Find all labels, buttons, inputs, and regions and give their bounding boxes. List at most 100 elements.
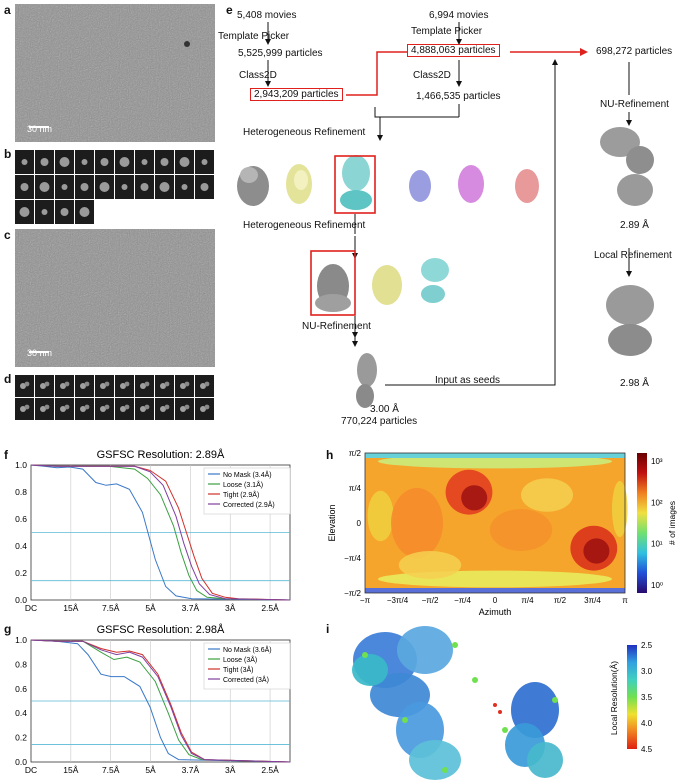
- locres-density: [527, 742, 563, 778]
- locres-speck: [498, 710, 502, 714]
- heatmap-blob: [521, 478, 573, 512]
- locres-colorbar-tick: 3.5: [641, 693, 653, 702]
- fsc-ytick-label: 1.0: [15, 460, 27, 470]
- fsc-legend-label: Loose (3.1Å): [223, 480, 263, 489]
- class-average-particle: [140, 406, 146, 412]
- fsc-xtick-label: 3Å: [225, 603, 236, 613]
- micrograph-noise-a: [15, 4, 215, 142]
- micrograph-c: [15, 229, 215, 367]
- fsc-series-line: [30, 464, 291, 601]
- fsc-ytick-label: 1.0: [15, 635, 27, 645]
- locres-density: [397, 626, 453, 674]
- fsc-ytick-label: 0.4: [15, 541, 27, 551]
- fsc-ytick-label: 0.8: [15, 659, 27, 669]
- heatmap-ytick-label: 0: [357, 519, 362, 528]
- class-average-particle: [164, 381, 170, 387]
- right-particles: 4,888,063 particles: [407, 44, 500, 57]
- class-average-particle: [60, 208, 69, 216]
- heatmap-ytick-label: −π/2: [344, 589, 361, 598]
- fsc-legend-label: No Mask (3.6Å): [223, 645, 272, 654]
- class-average-particle: [60, 383, 66, 389]
- class-average-particle: [24, 381, 30, 387]
- class-average-particle: [80, 183, 89, 191]
- heatmap-bottom-band: [365, 588, 625, 593]
- class-average-particle: [79, 207, 90, 217]
- locres-density: [409, 740, 461, 780]
- hetero2-selected-box: [310, 250, 356, 316]
- class-average-particle: [144, 381, 150, 387]
- class-average-particle: [44, 404, 50, 410]
- fsc-xtick-label: 3Å: [225, 765, 236, 775]
- class-average-particle: [59, 157, 70, 167]
- class-average-particle: [64, 381, 70, 387]
- right-template-picker: Template Picker: [411, 26, 483, 37]
- class-average-particle: [119, 157, 130, 167]
- class-average-particle: [204, 404, 210, 410]
- class-average-particle: [200, 183, 209, 191]
- fsc-plot-g: GSFSC Resolution: 2.98Å DC 15Å 7.5Å 5Å 3.7Å 3Å…: [15, 623, 291, 775]
- locres-colorbar-tick: 3.0: [641, 667, 653, 676]
- class-average-particle: [99, 182, 110, 192]
- nu-refinement-left: NU-Refinement: [302, 321, 371, 332]
- resolution-right-1: 2.89 Å: [620, 220, 649, 231]
- heatmap-xtick-label: −π/2: [422, 596, 439, 605]
- locres-speck: [493, 703, 497, 707]
- class-average-particle: [40, 158, 49, 166]
- micrograph-a: [15, 4, 215, 142]
- locres-colorbar-tick: 4.5: [641, 745, 653, 754]
- class-average-particle: [181, 184, 188, 190]
- class-average-particle: [120, 406, 126, 412]
- red-connector: [346, 51, 408, 96]
- hetero-refinement-1: Heterogeneous Refinement: [243, 127, 366, 138]
- class-average-particle: [104, 381, 110, 387]
- class-average-particle: [60, 406, 66, 412]
- left-selected-particles: 2,943,209 particles: [250, 88, 343, 101]
- nu-left-map: [356, 353, 377, 408]
- locres-speck: [402, 717, 408, 723]
- class-average-particle: [81, 159, 88, 165]
- heatmap-ytick-label: π/4: [349, 484, 362, 493]
- class-average-particle: [159, 182, 170, 192]
- panel-label-i: i: [326, 622, 330, 636]
- fsc-xtick-label: 15Å: [63, 765, 78, 775]
- fsc-ytick-label: 0.4: [15, 708, 27, 718]
- panel-label-a: a: [4, 3, 11, 17]
- merged-particles: 698,272 particles: [596, 46, 673, 57]
- hetero-refinement-2: Heterogeneous Refinement: [243, 220, 366, 231]
- heatmap-blob: [391, 488, 443, 558]
- class2d-grid-b: [15, 150, 214, 224]
- fsc-series-line: [30, 464, 291, 601]
- nu-refinement-right: NU-Refinement: [600, 99, 669, 110]
- local-refinement: Local Refinement: [594, 250, 672, 261]
- heatmap-frame: [364, 452, 626, 594]
- particles-left: 770,224 particles: [341, 416, 418, 427]
- colorbar-tick-label: 10¹: [651, 540, 663, 549]
- fsc-legend-label: No Mask (3.4Å): [223, 470, 272, 479]
- fsc-xtick-label: 5Å: [145, 765, 156, 775]
- colorbar-tick-label: 10²: [651, 498, 663, 507]
- locres-speck: [552, 697, 558, 703]
- class-average-particle: [124, 404, 130, 410]
- panel-label-f: f: [4, 448, 8, 462]
- fsc-ytick-label: 0.6: [15, 684, 27, 694]
- class-average-particle: [160, 383, 166, 389]
- resolution-right-2: 2.98 Å: [620, 378, 649, 389]
- nu-right-map: [600, 127, 654, 206]
- fsc-xtick-label: 2.5Å: [261, 603, 279, 613]
- class-average-particle: [144, 404, 150, 410]
- class-average-particle: [80, 406, 86, 412]
- locres-colorbar: [627, 645, 637, 749]
- class-average-particle: [140, 383, 146, 389]
- fsc-series-line: [30, 639, 291, 763]
- resolution-left: 3.00 Å: [370, 404, 399, 415]
- fsc-ytick-label: 0.0: [15, 595, 27, 605]
- heatmap-blob: [583, 538, 610, 564]
- local-right-map: [606, 285, 654, 356]
- hetero1-maps: [237, 155, 539, 210]
- heatmap-ytick-label: π/2: [349, 449, 362, 458]
- class-average-particle: [164, 404, 170, 410]
- seeds-arrow: [385, 59, 558, 386]
- colorbar-tick-label: 10³: [651, 457, 663, 466]
- fsc-legend-label: Corrected (2.9Å): [223, 500, 275, 509]
- fsc-ytick-label: 0.2: [15, 568, 27, 578]
